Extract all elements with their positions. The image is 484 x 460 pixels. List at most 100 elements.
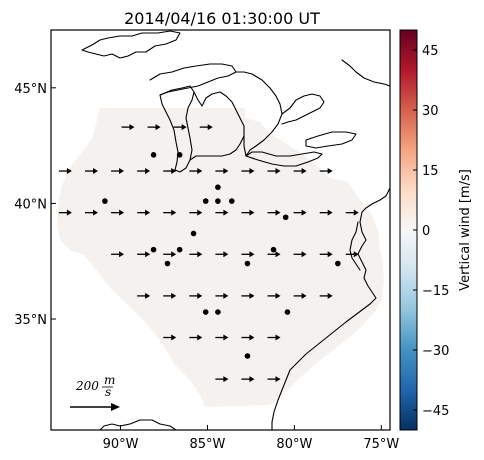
wind-vector-arrow <box>84 209 98 216</box>
wind-vector-head <box>275 376 281 383</box>
wind-vector-head <box>223 292 229 299</box>
wind-vector-arrow <box>215 292 229 299</box>
wind-vector-head <box>129 124 135 131</box>
wind-vector-arrow <box>215 168 229 175</box>
wind-vector-arrow <box>345 209 359 216</box>
station-marker <box>270 246 277 253</box>
wind-vector-head <box>207 124 213 131</box>
lon-tick-label: 90°W <box>103 437 139 452</box>
wind-vector-arrow <box>215 334 229 341</box>
wind-vector-head <box>145 168 151 175</box>
wind-vector-head <box>353 251 359 258</box>
wind-vector-arrow <box>345 251 359 258</box>
wind-vector-arrow <box>111 251 125 258</box>
wind-vector-arrow <box>241 334 255 341</box>
wind-vector-head <box>275 209 281 216</box>
station-marker <box>215 309 221 315</box>
wind-vector-head <box>155 124 161 131</box>
station-marker <box>244 353 251 359</box>
wind-vector-arrow <box>84 168 98 175</box>
lake-erie-outline <box>245 151 323 167</box>
wind-vector-head <box>301 292 307 299</box>
chesapeake-bay <box>349 221 361 271</box>
station-marker <box>202 198 209 204</box>
colorbar: 45 30 15 0 −15 −30 −45 Vertical wind [m/s] <box>399 29 473 431</box>
wind-vector-arrow <box>163 209 177 216</box>
station-marker <box>190 230 197 237</box>
station-marker <box>215 198 221 204</box>
wind-vector-arrow <box>189 209 203 216</box>
colorbar-tick-label: 30 <box>422 104 439 119</box>
wind-vector-head <box>171 168 177 175</box>
wind-vector-head <box>197 209 203 216</box>
gulf-coast <box>99 419 177 430</box>
colorbar-tick-label: 15 <box>422 164 439 179</box>
wind-vector-head <box>327 292 333 299</box>
wind-vector-head <box>301 251 307 258</box>
station-marker <box>150 246 157 253</box>
wind-vector-head <box>327 168 333 175</box>
wind-vector-arrow <box>189 292 203 299</box>
wind-vector-arrow <box>163 292 177 299</box>
station-markers <box>102 152 341 359</box>
wind-vector-arrow <box>147 124 161 131</box>
wind-vector-head <box>327 209 333 216</box>
wind-vector-arrow <box>173 124 187 131</box>
station-marker <box>284 309 291 315</box>
wind-vector-head <box>145 251 151 258</box>
new-england-coast <box>271 187 390 430</box>
wind-vector-arrow <box>58 209 72 216</box>
wind-vector-arrow <box>137 292 151 299</box>
scale-arrow-head <box>111 403 120 411</box>
lake-superior-outline <box>81 30 181 59</box>
wind-vectors <box>58 124 359 383</box>
wind-vector-head <box>275 292 281 299</box>
wind-vector-head <box>92 209 98 216</box>
wind-vector-arrow <box>293 292 307 299</box>
scale-label-unit-denominator: s <box>105 385 111 399</box>
wind-vector-head <box>249 292 255 299</box>
colorbar-ramp <box>400 30 417 430</box>
analysis-region <box>57 108 384 407</box>
wind-vector-arrow <box>189 334 203 341</box>
wind-vector-head <box>171 334 177 341</box>
colorbar-tick-label: −45 <box>422 404 449 419</box>
wind-vector-arrow <box>189 251 203 258</box>
wind-vector-head <box>119 251 125 258</box>
wind-vector-head <box>353 209 359 216</box>
scale-reference: 200 m s <box>70 373 120 411</box>
wind-vector-head <box>249 251 255 258</box>
wind-vector-arrow <box>241 251 255 258</box>
lake-ontario-outline <box>305 131 357 149</box>
station-marker <box>164 260 171 267</box>
colorbar-tick-label: −30 <box>422 344 449 359</box>
station-marker <box>244 260 251 267</box>
colorbar-tick-label: 45 <box>422 44 439 59</box>
wind-vector-arrow <box>267 376 281 383</box>
colorbar-tick-label: −15 <box>422 284 449 299</box>
wind-vector-arrow <box>319 292 333 299</box>
wind-vector-arrow <box>267 168 281 175</box>
wind-vector-head <box>181 124 187 131</box>
lon-tick-label: 80°W <box>276 437 312 452</box>
wind-vector-arrow <box>137 168 151 175</box>
colorbar-label: Vertical wind [m/s] <box>458 169 473 291</box>
scale-label-number: 200 <box>75 379 99 393</box>
station-marker <box>102 198 108 204</box>
wind-vector-head <box>171 209 177 216</box>
wind-vector-head <box>301 209 307 216</box>
wind-vector-arrow <box>215 209 229 216</box>
wind-vector-arrow <box>241 292 255 299</box>
longitude-ticks: 90°W 85°W 80°W 75°W <box>103 425 399 452</box>
station-marker <box>335 260 341 267</box>
lon-tick-label: 75°W <box>363 437 399 452</box>
wind-vector-arrow <box>319 209 333 216</box>
wind-vector-arrow <box>293 209 307 216</box>
wind-vector-head <box>145 209 151 216</box>
wind-vector-head <box>119 168 125 175</box>
wind-vector-arrow <box>267 334 281 341</box>
wind-vector-head <box>197 334 203 341</box>
wind-vector-head <box>249 334 255 341</box>
wind-vector-head <box>197 251 203 258</box>
